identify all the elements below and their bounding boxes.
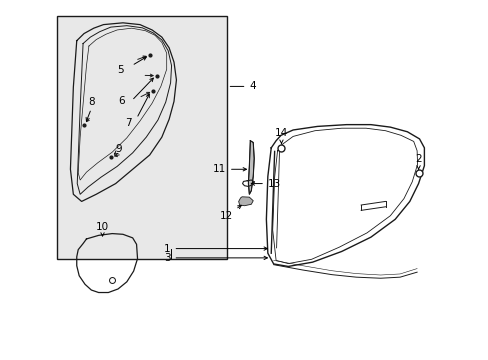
Text: 4: 4: [230, 81, 255, 91]
Bar: [57, 16, 227, 258]
Polygon shape: [248, 141, 254, 194]
Text: 11: 11: [212, 164, 246, 174]
Polygon shape: [238, 197, 253, 206]
Text: 2: 2: [414, 154, 421, 170]
Text: 12: 12: [219, 206, 241, 221]
Text: 1: 1: [163, 244, 267, 253]
Text: 10: 10: [96, 222, 109, 236]
Text: 5: 5: [117, 65, 123, 75]
Text: 14: 14: [274, 128, 287, 144]
Text: 6: 6: [119, 96, 125, 106]
Text: 13: 13: [251, 179, 281, 189]
Text: 7: 7: [125, 118, 132, 128]
Text: 8: 8: [88, 97, 95, 107]
Text: 9: 9: [115, 144, 122, 154]
Text: 3: 3: [163, 253, 267, 263]
